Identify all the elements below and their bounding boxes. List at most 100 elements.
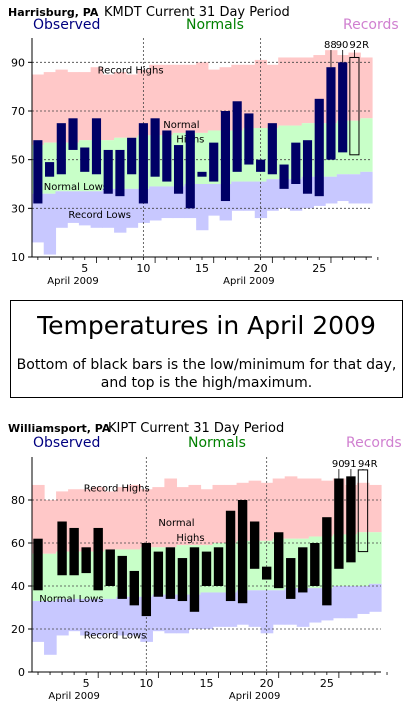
legend-records: Records xyxy=(346,435,402,451)
observed-bar xyxy=(105,549,115,586)
observed-bar xyxy=(165,547,176,599)
record-high-band-segment xyxy=(172,64,186,133)
record-high-band-segment xyxy=(348,52,361,121)
record-low-band-segment xyxy=(68,598,81,632)
x-tick-label: 5 xyxy=(83,677,90,690)
observed-bar xyxy=(150,118,160,177)
normal-lows-label: Normal Lows xyxy=(39,594,103,605)
record-high-band-segment xyxy=(176,487,190,546)
record-low-band-segment xyxy=(332,586,346,619)
normal-highs-label-1: Normal xyxy=(158,518,194,529)
y-tick-label: 80 xyxy=(11,494,25,507)
record-low-band-segment xyxy=(296,588,310,627)
observed-bar xyxy=(267,123,277,175)
record-high-band-segment xyxy=(116,487,129,550)
record-low-band-segment xyxy=(272,590,286,625)
record-low-band-segment xyxy=(266,179,279,211)
record-low-band-segment xyxy=(260,590,274,634)
observed-bar xyxy=(209,142,219,182)
legend-normals: Normals xyxy=(188,435,246,451)
record-low-band-segment xyxy=(90,191,103,228)
normal-highs-label-1: Normal xyxy=(163,120,199,131)
observed-bar xyxy=(302,140,313,194)
high-annotation: 90 xyxy=(332,459,345,470)
record-high-band-segment xyxy=(104,491,117,550)
record-low-band-segment xyxy=(32,601,45,642)
observed-bar xyxy=(225,510,236,602)
x-tick-label: 5 xyxy=(81,262,88,275)
record-high-band-segment xyxy=(43,72,57,143)
observed-bar xyxy=(237,500,248,604)
y-tick-label: 70 xyxy=(11,105,25,118)
high-annotation: 88 xyxy=(324,40,337,51)
record-high-band-segment xyxy=(114,72,127,138)
info-box-description: Bottom of black bars is the low/minimum … xyxy=(16,357,397,391)
record-low-band-segment xyxy=(55,191,68,228)
record-low-band-segment xyxy=(289,179,303,211)
observed-bar xyxy=(197,171,207,177)
record-low-band-segment xyxy=(56,598,69,636)
observed-bar xyxy=(291,142,301,184)
observed-bar xyxy=(334,478,344,569)
record-low-band-segment xyxy=(368,583,382,612)
observed-bar xyxy=(338,62,348,153)
normal-band-segment xyxy=(44,553,57,602)
station-name: Harrisburg, PA xyxy=(8,6,99,19)
observed-bar xyxy=(279,164,289,189)
observed-bar xyxy=(256,159,266,172)
record-high-band-segment xyxy=(289,57,303,126)
observed-bar xyxy=(189,547,200,612)
observed-bar xyxy=(177,558,188,602)
normal-band-segment xyxy=(348,120,361,175)
high-annotation: 91 xyxy=(344,459,357,470)
record-high-band-segment xyxy=(78,72,92,141)
record-low-band-segment xyxy=(172,186,186,219)
observed-bar xyxy=(326,67,336,160)
x-tick-label: 20 xyxy=(254,262,268,275)
record-high-band-segment xyxy=(207,69,221,131)
observed-bar xyxy=(249,521,260,569)
observed-bar xyxy=(213,547,224,586)
record-high-band-segment xyxy=(212,484,226,543)
record-low-band-segment xyxy=(104,598,117,634)
record-low-band-segment xyxy=(325,176,338,204)
legend-observed: Observed xyxy=(33,435,100,451)
normal-band-segment xyxy=(356,532,370,586)
observed-bar xyxy=(153,551,164,597)
y-tick-label: 0 xyxy=(18,666,25,679)
observed-bar xyxy=(68,118,78,150)
observed-bar xyxy=(69,527,79,576)
month-label: April 2009 xyxy=(223,276,274,287)
observed-bar xyxy=(91,118,102,175)
record-high-band-segment xyxy=(278,57,291,126)
x-tick-label: 15 xyxy=(195,262,209,275)
observed-bar xyxy=(310,543,320,586)
record-high-band-segment xyxy=(32,74,45,146)
month-label: April 2009 xyxy=(47,276,98,287)
record-low-band-segment xyxy=(348,174,361,204)
record-highs-label: Record Highs xyxy=(98,65,164,76)
record-high-band-segment xyxy=(284,476,298,539)
observed-bar xyxy=(346,476,356,563)
observed-bar xyxy=(117,555,127,599)
record-low-band-segment xyxy=(212,592,226,627)
record-high-band-segment xyxy=(196,62,209,133)
record-high-band-segment xyxy=(125,74,139,138)
info-box-title: Temperatures in April 2009 xyxy=(37,311,376,340)
record-low-band-segment xyxy=(176,594,190,634)
record-high-band-segment xyxy=(152,487,165,548)
record-low-band-segment xyxy=(336,174,350,202)
normal-lows-label: Normal Lows xyxy=(44,182,108,193)
record-low-band-segment xyxy=(356,586,370,614)
record-low-band-segment xyxy=(149,186,162,221)
observed-bar xyxy=(80,147,90,172)
record-high-band-segment xyxy=(301,57,314,124)
record-lows-label: Record Lows xyxy=(84,631,147,642)
record-low-band-segment xyxy=(80,598,93,636)
record-high-band-segment xyxy=(296,478,310,539)
record-low-band-segment xyxy=(116,596,129,636)
legend-normals: Normals xyxy=(186,17,244,33)
record-low-band-segment xyxy=(243,181,256,211)
normal-band-segment xyxy=(360,118,373,172)
record-low-band-segment xyxy=(44,601,57,655)
